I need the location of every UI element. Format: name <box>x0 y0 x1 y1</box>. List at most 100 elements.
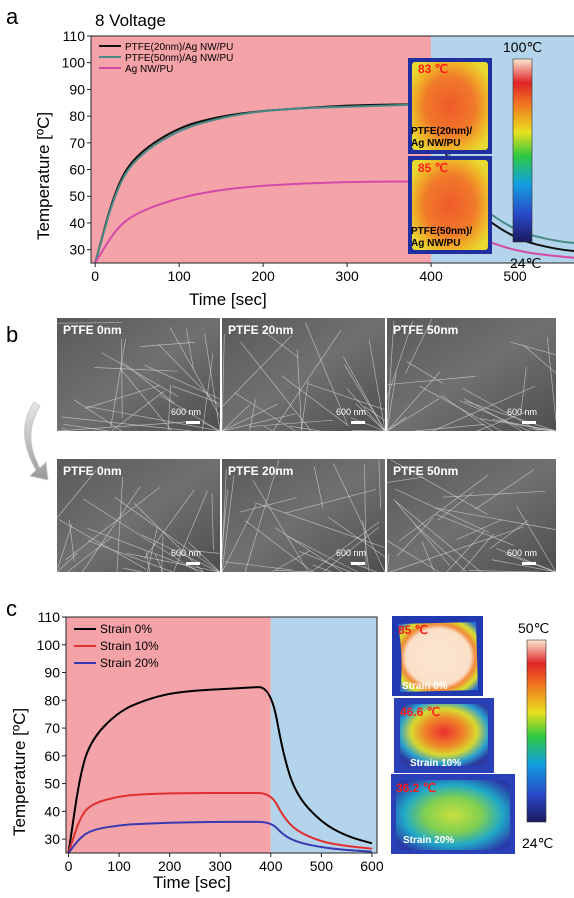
chart-a-legend-label-0: PTFE(20nm)/Ag NW/PU <box>125 42 233 53</box>
nanowire <box>301 380 309 431</box>
chart-c-series-0 <box>67 686 373 854</box>
nanowire <box>413 523 467 573</box>
nanowire <box>167 384 172 432</box>
nanowire <box>419 385 502 432</box>
thermal-c3-label: Strain 20% <box>403 835 454 846</box>
nanowire <box>211 493 214 551</box>
nanowire <box>393 498 451 566</box>
colorbar-c-max-label: 50℃ <box>518 620 549 636</box>
nanowire <box>386 371 441 432</box>
thermal-c1-hotspot <box>398 622 478 692</box>
chart-a-ylabel: Temperature [ºC] <box>34 112 53 240</box>
nanowire <box>386 553 390 573</box>
nanowire <box>116 476 124 573</box>
nanowire <box>234 392 296 432</box>
chart-c-legend-label-0: Strain 0% <box>100 622 152 636</box>
nanowire <box>121 338 123 418</box>
chart-c-ytick-label-2: 50 <box>44 776 60 792</box>
nanowire <box>298 550 351 573</box>
nanowire <box>456 519 503 540</box>
chart-c-xtick-label-4: 400 <box>259 858 283 874</box>
nanowire <box>305 322 348 425</box>
chart-c-ylabel: Temperature [ºC] <box>10 708 29 836</box>
nanowire <box>355 403 386 432</box>
nanowire <box>364 406 386 421</box>
nanowire <box>221 334 225 432</box>
chart-c-axes: 0 100 200 300 400 500 600 30 40 50 60 70 80 90 100 110 <box>37 609 384 874</box>
nanowire <box>245 520 314 573</box>
thermal-a1-hotspot <box>412 62 488 150</box>
nanowire <box>399 474 489 542</box>
chart-c-ytick-label-7: 100 <box>37 637 61 653</box>
chart-a-ytick-label-1: 40 <box>69 215 85 231</box>
nanowire <box>350 417 386 432</box>
nanowire <box>254 502 386 548</box>
chart-a-ytick-label-7: 100 <box>62 55 86 71</box>
nanowire <box>101 352 179 397</box>
nanowire <box>147 528 158 573</box>
nanowire <box>272 329 342 432</box>
sem-image-r1-c2: PTFE 50nm 600 nm <box>386 459 557 573</box>
nanowire <box>56 552 78 573</box>
nanowire <box>312 564 332 573</box>
nanowire <box>435 507 557 530</box>
chart-c-xtick-label-1: 100 <box>107 858 131 874</box>
thermal-image-a2: 85 ℃ PTFE(50nm)/ Ag NW/PU <box>408 156 492 254</box>
chart-c-series-2 <box>67 820 372 854</box>
chart-a-ytick-label-2: 50 <box>69 188 85 204</box>
panel-a-letter: a <box>6 4 19 29</box>
nanowire <box>387 376 476 385</box>
nanowire <box>296 349 303 432</box>
nanowire <box>327 516 386 558</box>
nanowire <box>476 411 526 432</box>
nanowire <box>368 339 386 432</box>
nanowire <box>158 343 221 408</box>
thermal-c2-label: Strain 10% <box>410 758 461 769</box>
nanowire <box>479 418 557 432</box>
chart-c-legend: Strain 0% Strain 10% Strain 20% <box>74 622 159 670</box>
nanowire <box>474 469 535 510</box>
chart-c-ytick-label-6: 90 <box>44 665 60 681</box>
chart-c-series <box>67 686 373 854</box>
chart-c: 0 100 200 300 400 500 60030405060708090100110 … <box>10 609 384 892</box>
chart-c-legend-label-1: Strain 10% <box>100 639 159 653</box>
nanowire <box>322 527 379 573</box>
nanowire <box>221 335 292 408</box>
nanowire <box>145 551 151 573</box>
nanowire <box>111 390 165 432</box>
chart-c-xtick-label-0: 0 <box>65 858 73 874</box>
chart-a-xlabel: Time [sec] <box>189 290 267 309</box>
nanowire <box>406 361 444 384</box>
nanowire <box>437 492 474 521</box>
sem-label: PTFE 20nm <box>228 464 293 478</box>
nanowire <box>126 553 221 573</box>
thermal-a1-label-line2: Ag NW/PU <box>411 138 460 149</box>
nanowire <box>386 540 440 573</box>
nanowire <box>169 327 221 417</box>
nanowire <box>395 501 482 573</box>
chart-c-ytick-label-0: 30 <box>44 831 60 847</box>
thermal-a2-label-line2: Ag NW/PU <box>411 238 460 249</box>
chart-c-shaded-regions <box>66 617 377 853</box>
nanowire <box>263 425 273 432</box>
thermal-a1-label-line1: PTFE(20nm)/ <box>411 126 472 137</box>
colorbar-a-min-label: 24℃ <box>510 255 541 271</box>
nanowire <box>221 469 227 561</box>
scale-bar <box>351 421 365 424</box>
scale-bar-label: 600 nm <box>507 548 537 558</box>
chart-c-xtick-label-2: 200 <box>158 858 182 874</box>
chart-a-xtick-label-5: 500 <box>503 268 527 284</box>
sem-image-background <box>387 318 556 431</box>
nanowire <box>240 341 312 432</box>
chart-c-ytick-label-5: 80 <box>44 692 60 708</box>
nanowire <box>189 550 221 554</box>
nanowire <box>469 570 539 573</box>
thermal-a1-temp: 83 ℃ <box>418 62 448 76</box>
nanowire <box>491 559 557 573</box>
nanowire <box>110 338 126 428</box>
nanowire <box>187 541 221 573</box>
nanowire <box>56 470 97 518</box>
thermal-c2-hotspot <box>400 704 488 766</box>
